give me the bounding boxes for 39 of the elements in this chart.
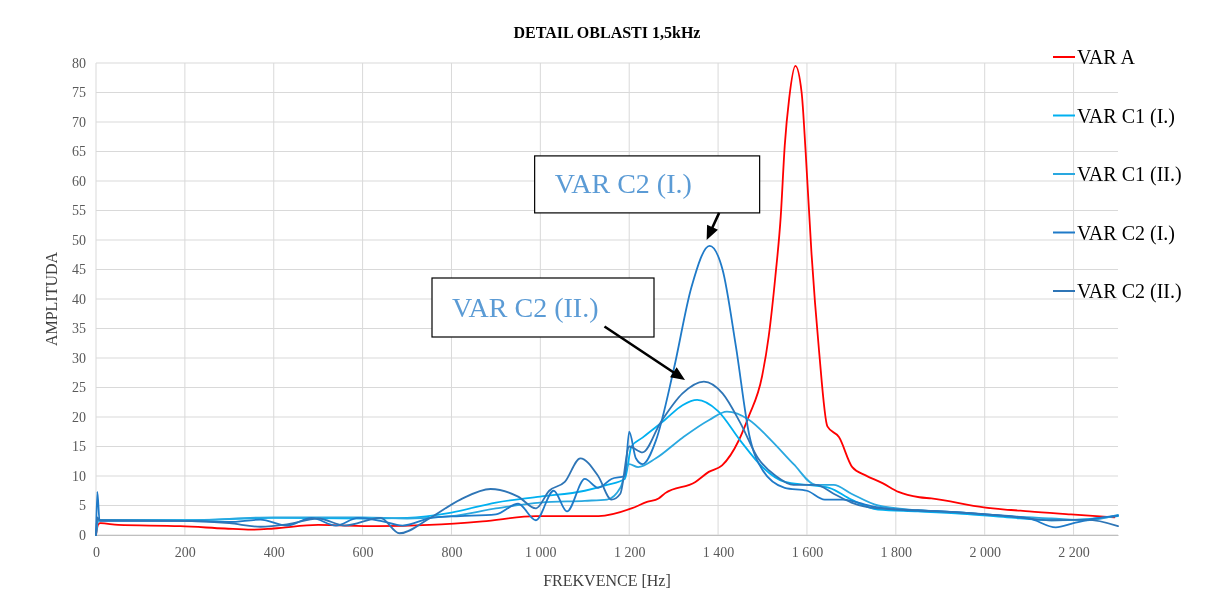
y-tick-label: 50: [72, 232, 86, 248]
y-tick-label: 30: [72, 350, 86, 366]
legend-label: VAR C1 (II.): [1077, 163, 1182, 186]
legend-label: VAR C2 (II.): [1077, 280, 1182, 303]
y-tick-label: 10: [72, 468, 86, 484]
legend-label: VAR C2 (I.): [1077, 221, 1175, 245]
y-tick-label: 35: [72, 321, 86, 337]
x-tick-label: 1 800: [880, 544, 913, 560]
x-tick-label: 1 000: [525, 544, 557, 560]
x-tick-label: 1 200: [613, 544, 646, 560]
y-tick-label: 5: [79, 498, 86, 514]
chart-title: DETAIL OBLASTI 1,5kHz: [513, 24, 701, 41]
y-tick-label: 25: [72, 380, 86, 396]
y-tick-label: 60: [72, 173, 86, 189]
x-tick-label: 400: [263, 544, 285, 560]
x-tick-label: 1 600: [791, 544, 824, 560]
x-tick-label: 1 400: [702, 544, 735, 560]
y-tick-label: 80: [72, 55, 86, 71]
y-tick-label: 55: [72, 203, 86, 219]
y-tick-label: 75: [72, 85, 86, 101]
x-tick-label: 800: [441, 544, 463, 560]
x-tick-label: 600: [352, 544, 374, 560]
y-tick-label: 70: [72, 114, 86, 130]
legend-label: VAR C1 (I.): [1077, 104, 1175, 128]
y-tick-label: 0: [79, 527, 86, 543]
x-tick-label: 2 200: [1058, 544, 1090, 560]
y-axis-title: AMPLITUDA: [43, 251, 60, 347]
annotation: VAR C2 (II.): [452, 291, 599, 323]
y-tick-label: 45: [72, 262, 86, 278]
y-tick-label: 20: [72, 409, 86, 425]
y-tick-label: 65: [72, 144, 86, 160]
y-tick-label: 40: [72, 291, 86, 307]
x-tick-label: 2 000: [969, 544, 1001, 560]
x-tick-label: 200: [174, 544, 196, 560]
y-tick-label: 15: [72, 439, 86, 455]
x-axis-title: FREKVENCE [Hz]: [543, 572, 671, 589]
legend-label: VAR A: [1077, 46, 1136, 68]
annotation: VAR C2 (I.): [554, 168, 692, 200]
x-tick-label: 0: [93, 544, 100, 560]
